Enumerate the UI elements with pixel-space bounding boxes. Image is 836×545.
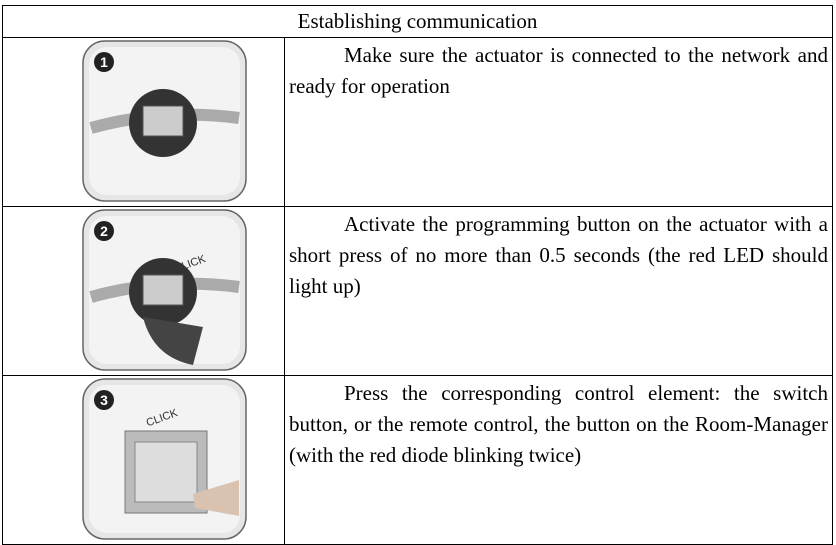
image-cell: 3 CLICK: [2, 375, 285, 545]
header-row: Establishing communication: [2, 5, 833, 38]
step-badge: [94, 390, 114, 410]
step-photo: 1: [82, 40, 247, 202]
step-number: 1: [100, 54, 108, 70]
step-text: Activate the programming button on the a…: [284, 206, 833, 376]
step-text: Make sure the actuator is connected to t…: [284, 37, 833, 207]
actuator: [142, 274, 184, 306]
step-row: 2 CLICK Activate the programming button on…: [2, 206, 833, 376]
step-text: Press the corresponding control element:…: [284, 375, 833, 545]
hand: [143, 317, 203, 365]
image-cell: 1: [2, 37, 285, 207]
actuator: [142, 105, 184, 137]
table-body: 1 Make sure the actuator is connected to …: [2, 37, 833, 545]
instruction-table: Establishing communication 1 Make sure th…: [2, 5, 833, 545]
switch-rocker: [134, 441, 198, 503]
step-row: 3 CLICK Press the corresponding control el…: [2, 375, 833, 545]
step-badge: [94, 52, 114, 72]
table-title: Establishing communication: [2, 5, 833, 38]
step-number: 3: [100, 392, 108, 408]
step-badge: [94, 221, 114, 241]
finger: [193, 480, 239, 516]
image-cell: 2 CLICK: [2, 206, 285, 376]
step-row: 1 Make sure the actuator is connected to …: [2, 37, 833, 207]
step-number: 2: [100, 223, 108, 239]
